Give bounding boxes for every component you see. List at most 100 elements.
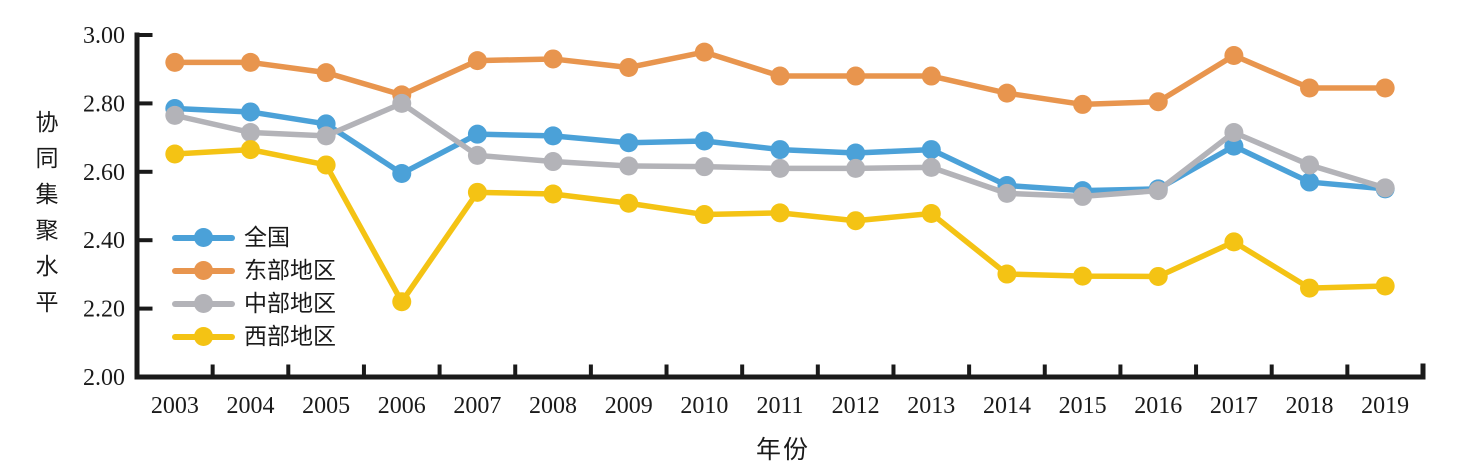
- data-point-central: [1148, 181, 1168, 201]
- x-tick: [1118, 364, 1123, 375]
- data-point-eastern: [846, 66, 866, 86]
- x-tick-label: 2008: [529, 393, 577, 419]
- x-tick-label: 2012: [832, 393, 880, 419]
- data-point-eastern: [694, 42, 714, 62]
- legend-label: 中部地区: [244, 291, 336, 316]
- y-tick: [139, 238, 153, 243]
- data-point-western: [694, 205, 714, 225]
- x-tick-label: 2016: [1134, 393, 1182, 419]
- data-point-eastern: [1300, 78, 1320, 98]
- legend-dot-icon: [194, 227, 213, 247]
- x-axis-spine: [134, 374, 1426, 380]
- x-tick: [1345, 364, 1350, 375]
- y-tick-label: 2.20: [83, 297, 125, 323]
- data-point-eastern: [467, 51, 487, 71]
- data-point-national: [694, 131, 714, 151]
- x-tick: [361, 364, 366, 375]
- legend-swatch-central: [172, 293, 235, 314]
- x-tick: [740, 364, 745, 375]
- data-point-western: [543, 184, 563, 204]
- data-point-eastern: [543, 49, 563, 69]
- data-point-central: [1375, 178, 1395, 198]
- y-tick: [139, 169, 153, 174]
- x-tick-label: 2004: [226, 393, 274, 419]
- x-tick: [664, 364, 669, 375]
- data-point-central: [316, 126, 336, 146]
- data-point-eastern: [1375, 78, 1395, 98]
- y-tick-label: 2.60: [83, 160, 125, 186]
- data-point-central: [543, 152, 563, 172]
- data-point-western: [1073, 266, 1093, 286]
- data-point-eastern: [165, 52, 185, 72]
- data-point-eastern: [1148, 92, 1168, 112]
- y-axis-title: 协同集聚水平: [32, 110, 57, 326]
- data-point-national: [467, 124, 487, 144]
- x-tick: [967, 364, 972, 375]
- legend-dot-icon: [194, 326, 213, 346]
- data-point-western: [921, 204, 941, 224]
- x-tick: [437, 364, 442, 375]
- data-point-central: [619, 156, 639, 176]
- x-tick-label: 2013: [907, 393, 955, 419]
- x-tick: [815, 364, 820, 375]
- data-point-central: [846, 158, 866, 178]
- data-point-central: [997, 183, 1017, 203]
- legend-item-national: 全国: [172, 221, 336, 254]
- data-point-western: [240, 140, 260, 160]
- y-tick-label: 3.00: [83, 23, 125, 49]
- legend-swatch-national: [172, 227, 235, 248]
- legend-label: 全国: [244, 225, 290, 250]
- x-tick-label: 2019: [1361, 393, 1409, 419]
- data-point-western: [619, 193, 639, 213]
- data-point-central: [770, 158, 790, 178]
- data-point-western: [316, 155, 336, 175]
- data-point-eastern: [921, 66, 941, 86]
- y-axis-spine: [134, 32, 140, 380]
- x-tick: [1269, 364, 1274, 375]
- legend-swatch-western: [172, 326, 235, 347]
- legend-label: 西部地区: [244, 324, 336, 349]
- data-point-central: [240, 122, 260, 142]
- y-tick-label: 2.80: [83, 91, 125, 117]
- x-axis-end-cap: [1420, 363, 1426, 375]
- data-point-national: [240, 102, 260, 122]
- data-point-central: [165, 105, 185, 125]
- x-tick-label: 2015: [1059, 393, 1107, 419]
- data-point-central: [1300, 155, 1320, 175]
- x-tick: [1194, 364, 1199, 375]
- legend-dot-icon: [194, 293, 213, 313]
- x-tick: [891, 364, 896, 375]
- x-tick: [210, 364, 215, 375]
- y-tick: [139, 33, 153, 37]
- data-point-western: [997, 264, 1017, 284]
- data-point-eastern: [619, 57, 639, 77]
- data-point-central: [921, 157, 941, 177]
- y-tick-label: 2.00: [83, 365, 125, 391]
- data-point-central: [1224, 122, 1244, 142]
- data-point-western: [1300, 278, 1320, 298]
- x-tick-label: 2011: [756, 393, 803, 419]
- data-point-central: [392, 93, 412, 113]
- x-tick-label: 2003: [151, 393, 199, 419]
- x-tick: [588, 364, 593, 375]
- x-tick-label: 2007: [453, 393, 501, 419]
- data-point-central: [1073, 186, 1093, 206]
- x-tick-label: 2005: [302, 393, 350, 419]
- legend: 全国 东部地区 中部地区 西部地区: [172, 221, 336, 353]
- data-point-national: [1224, 136, 1244, 156]
- legend-swatch-eastern: [172, 260, 235, 281]
- y-tick: [139, 306, 153, 311]
- axes-layer: 3.00 2.80 2.60 2.40 2.20 2.00 2003 2004 2005 2006…: [83, 23, 1426, 419]
- data-point-western: [467, 182, 487, 202]
- legend-item-eastern: 东部地区: [172, 254, 336, 287]
- data-point-national: [543, 126, 563, 146]
- legend-item-central: 中部地区: [172, 287, 336, 320]
- x-tick-label: 2006: [378, 393, 426, 419]
- legend-label: 东部地区: [244, 258, 336, 283]
- data-point-central: [467, 145, 487, 165]
- data-point-central: [694, 157, 714, 177]
- data-point-eastern: [316, 63, 336, 83]
- data-point-national: [770, 140, 790, 160]
- x-tick-label: 2009: [605, 393, 653, 419]
